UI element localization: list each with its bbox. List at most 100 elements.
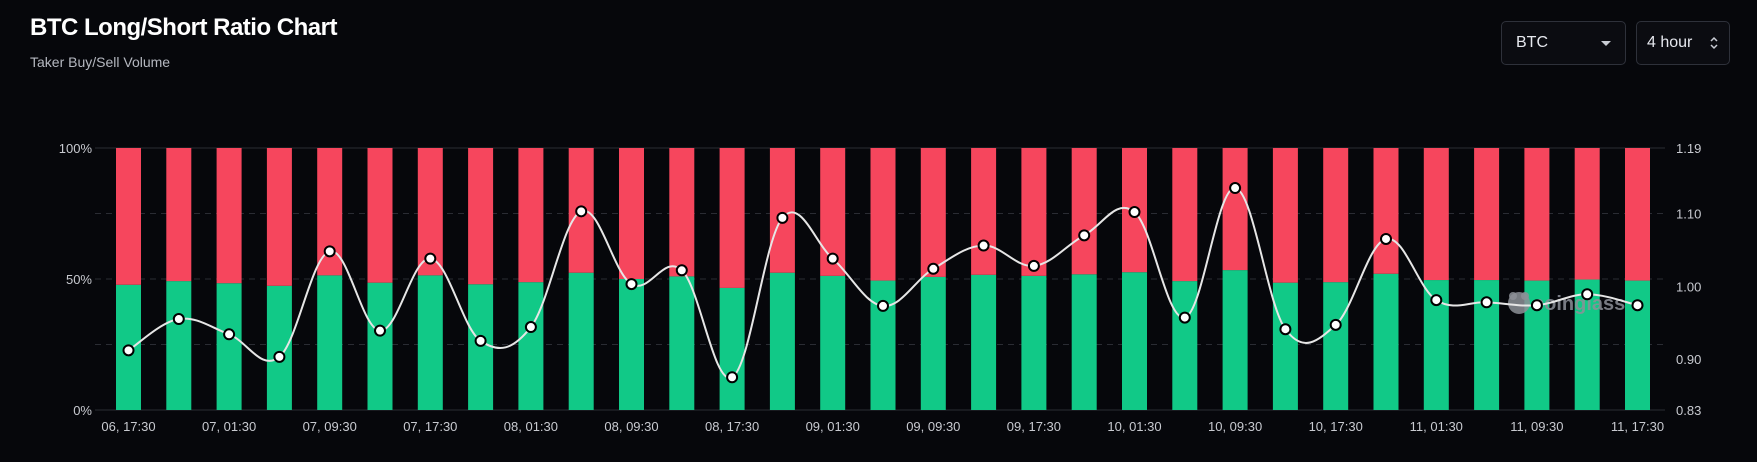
ratio-point[interactable] [474,334,487,347]
x-tick-label: 08, 09:30 [604,419,658,434]
bar-long[interactable] [518,282,544,410]
ratio-point[interactable] [374,324,386,337]
bar-short[interactable] [266,148,292,286]
bar-short[interactable] [1172,148,1198,282]
ratio-point[interactable] [1430,294,1443,307]
bar-short[interactable] [669,148,695,277]
ratio-point[interactable] [524,321,537,334]
bar-short[interactable] [719,148,745,288]
ratio-point[interactable] [172,313,185,326]
bar-short[interactable] [1323,148,1349,283]
bar-short[interactable] [769,148,795,273]
ratio-point[interactable] [1631,299,1644,312]
coin-select[interactable]: BTC [1501,21,1626,65]
x-tick-label: 07, 17:30 [403,419,457,434]
ratio-point[interactable] [223,328,236,341]
x-tick-label: 09, 09:30 [906,419,960,434]
bar-long[interactable] [1272,282,1298,410]
bar-short[interactable] [1574,148,1600,280]
ratio-point[interactable] [1027,259,1040,272]
interval-select[interactable]: 4 hour [1636,21,1730,65]
bar-short[interactable] [1474,148,1500,281]
bar-short[interactable] [367,148,393,283]
ratio-point[interactable] [1229,182,1242,195]
bar-short[interactable] [1021,148,1047,276]
bar-short[interactable] [166,148,192,282]
y-left-tick-label: 0% [73,403,92,418]
bar-long[interactable] [1021,275,1047,410]
bar-long[interactable] [1222,270,1248,410]
bar-long[interactable] [1373,273,1399,410]
ratio-point[interactable] [877,299,889,312]
ratio-point[interactable] [1530,299,1543,312]
ratio-point[interactable] [575,205,588,218]
bar-long[interactable] [719,287,745,410]
ratio-point[interactable] [122,344,135,357]
bar-short[interactable] [971,148,997,275]
bar-long[interactable] [568,272,594,410]
bar-long[interactable] [266,285,292,410]
bar-long[interactable] [468,284,494,410]
bar-long[interactable] [1071,274,1097,410]
ratio-point[interactable] [323,245,336,258]
ratio-point[interactable] [1329,318,1342,331]
bar-long[interactable] [166,281,192,410]
bar-short[interactable] [468,148,494,285]
bar-long[interactable] [216,283,242,410]
y-left-tick-label: 100% [59,141,93,156]
coin-select-value: BTC [1516,34,1548,51]
ratio-point[interactable] [726,371,739,384]
bar-short[interactable] [216,148,242,284]
bar-short[interactable] [920,148,946,277]
bar-long[interactable] [317,275,343,410]
bar-long[interactable] [1323,282,1349,410]
bar-short[interactable] [1524,148,1550,281]
bar-short[interactable] [1071,148,1097,275]
bar-short[interactable] [619,148,644,279]
x-tick-label: 09, 17:30 [1007,419,1061,434]
ratio-point[interactable] [927,262,940,275]
bar-long[interactable] [1122,272,1147,410]
y-left-tick-label: 50% [66,272,92,287]
bar-short[interactable] [1222,148,1248,271]
bar-long[interactable] [820,275,846,410]
ratio-point[interactable] [273,350,286,363]
bar-long[interactable] [367,282,393,410]
x-tick-label: 06, 17:30 [101,419,155,434]
ratio-point[interactable] [776,211,789,224]
ratio-point[interactable] [1078,229,1091,242]
ratio-point[interactable] [424,252,437,265]
ratio-point[interactable] [1279,323,1292,336]
ratio-point[interactable] [675,264,688,277]
axis-labels: 0% 50% 100% 0.83 0.90 1.00 1.10 1.19 06, 17:30 07… [59,141,1702,434]
ratio-point[interactable] [625,278,638,291]
x-tick-label: 08, 01:30 [504,419,558,434]
bar-short[interactable] [518,148,544,283]
bar-long[interactable] [1574,279,1600,410]
bar-short[interactable] [116,148,141,285]
x-tick-label: 10, 01:30 [1107,419,1161,434]
ratio-points [122,182,1644,384]
bar-short[interactable] [1373,148,1399,274]
bar-short[interactable] [1625,148,1650,281]
bar-short[interactable] [1272,148,1298,283]
bar-long[interactable] [971,274,997,410]
bar-short[interactable] [870,148,896,281]
ratio-point[interactable] [977,239,990,252]
bar-long[interactable] [619,279,644,410]
ratio-point[interactable] [1128,206,1141,219]
ratio-point[interactable] [1480,296,1493,309]
ratio-point[interactable] [1581,288,1594,301]
bar-long[interactable] [920,276,946,410]
bar-short[interactable] [1423,148,1449,281]
ratio-point[interactable] [1380,232,1392,245]
bar-long[interactable] [417,275,443,410]
ratio-point[interactable] [826,252,839,265]
bar-long[interactable] [1172,281,1198,410]
bar-long[interactable] [769,272,795,410]
interval-select-value: 4 hour [1647,34,1693,51]
bar-long[interactable] [669,276,695,410]
page-title: BTC Long/Short Ratio Chart [30,14,337,41]
ratio-point[interactable] [1178,311,1191,324]
